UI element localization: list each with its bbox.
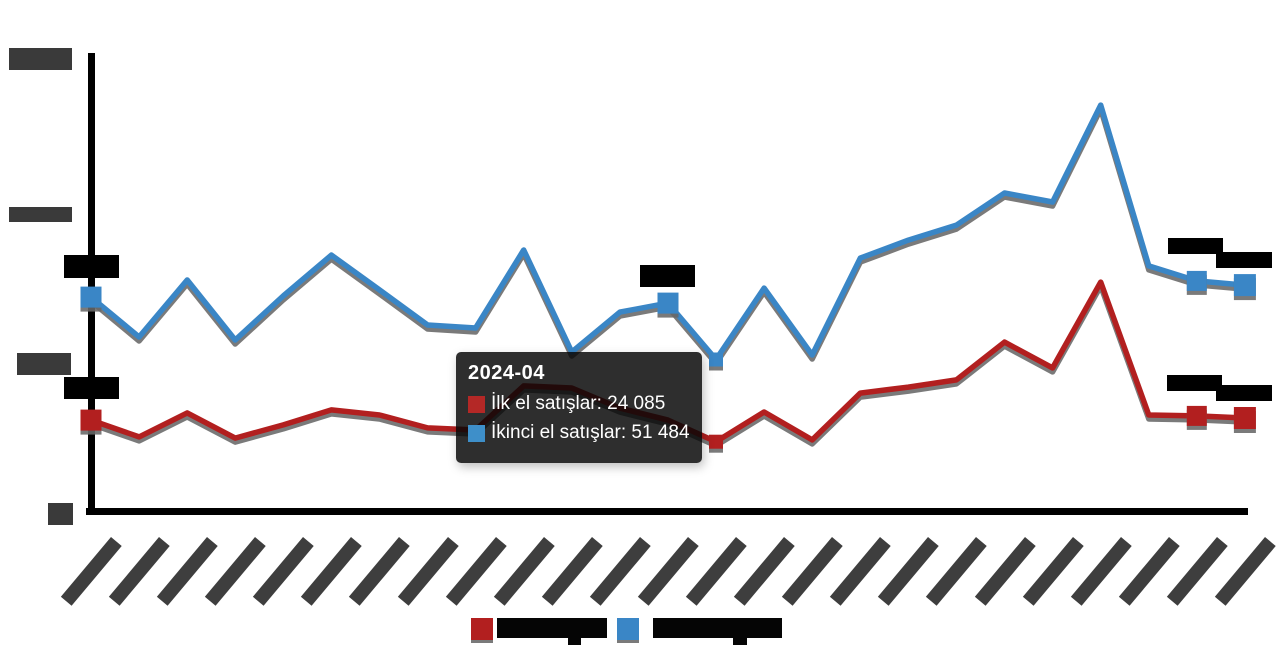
legend-label-first-hand-redacted[interactable] bbox=[497, 618, 607, 638]
first-hand-point-marker[interactable] bbox=[1186, 405, 1207, 426]
data-label-redacted bbox=[1216, 252, 1272, 268]
y-tick-label-redacted bbox=[48, 503, 73, 525]
data-label-redacted bbox=[640, 265, 695, 287]
tooltip-row-first-hand: İlk el satışlar: 24 085 bbox=[468, 394, 690, 414]
y-tick-label-redacted bbox=[17, 353, 71, 375]
legend-label-second-hand-redacted[interactable] bbox=[653, 618, 782, 638]
second-hand-point-marker[interactable] bbox=[1233, 274, 1256, 297]
tooltip-row-text: İkinci el satışlar: 51 484 bbox=[491, 422, 690, 443]
legend-label-second-hand-redacted bbox=[733, 638, 747, 645]
data-label-redacted bbox=[64, 255, 119, 278]
legend-swatch-second-hand-icon[interactable] bbox=[617, 618, 639, 640]
first-hand-swatch-icon bbox=[468, 395, 485, 413]
tooltip: 2024-04 İlk el satışlar: 24 085 İkinci e… bbox=[456, 352, 702, 463]
legend-swatch-first-hand-icon[interactable] bbox=[471, 618, 493, 640]
first-hand-point-marker[interactable] bbox=[1233, 407, 1256, 429]
data-label-redacted bbox=[64, 377, 119, 399]
x-axis-line bbox=[86, 508, 1248, 515]
data-label-redacted bbox=[1216, 385, 1272, 401]
second-hand-point-marker[interactable] bbox=[657, 292, 679, 314]
data-label-redacted bbox=[1167, 375, 1222, 391]
y-tick-label-redacted bbox=[9, 48, 72, 70]
legend-label-first-hand-redacted bbox=[568, 638, 581, 645]
tooltip-row-second-hand: İkinci el satışlar: 51 484 bbox=[468, 423, 690, 443]
second-hand-point-marker[interactable] bbox=[709, 352, 723, 367]
data-label-redacted bbox=[1168, 238, 1223, 254]
second-hand-point-marker[interactable] bbox=[80, 286, 102, 308]
first-hand-point-marker[interactable] bbox=[709, 434, 723, 449]
second-hand-point-marker[interactable] bbox=[1186, 270, 1207, 291]
first-hand-point-marker[interactable] bbox=[80, 409, 102, 431]
y-tick-label-redacted bbox=[9, 207, 72, 222]
tooltip-row-text: İlk el satışlar: 24 085 bbox=[491, 393, 666, 414]
second-hand-swatch-icon bbox=[468, 424, 485, 442]
second-hand-series-line[interactable] bbox=[88, 102, 1248, 363]
y-axis-line bbox=[88, 53, 95, 515]
tooltip-title: 2024-04 bbox=[468, 362, 545, 384]
